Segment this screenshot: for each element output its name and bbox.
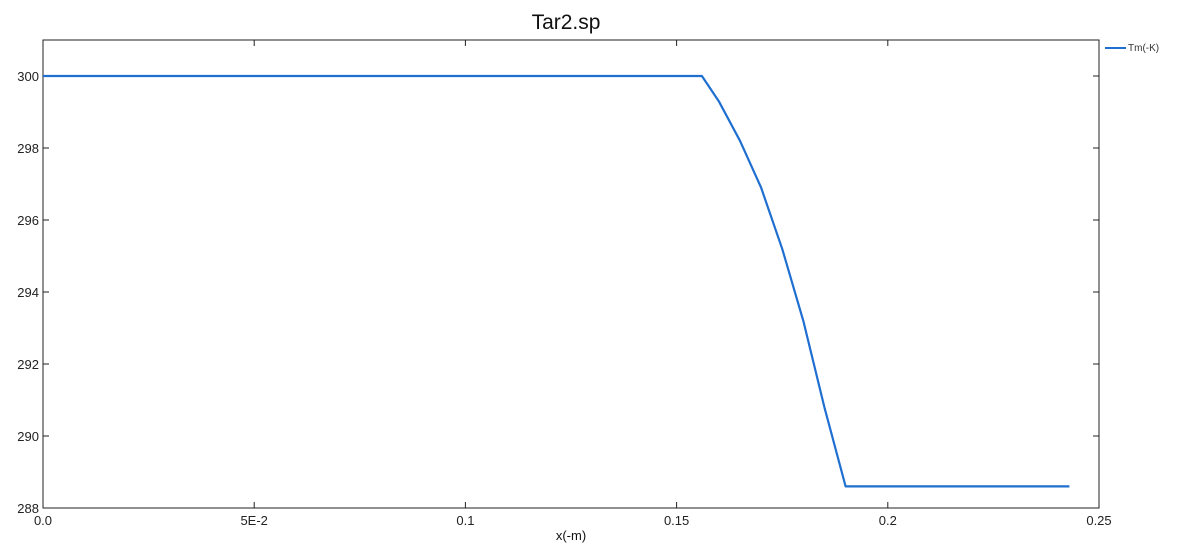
x-tick-label: 0.1 [456, 513, 474, 528]
x-tick-label: 0.15 [664, 513, 689, 528]
legend: Tm(-K) [1105, 43, 1159, 54]
plot-area [42, 39, 1100, 509]
y-axis: 288 290 292 294 296 298 300 [17, 69, 1099, 516]
x-axis-label: x(-m) [556, 528, 586, 543]
y-tick-label: 300 [17, 69, 39, 84]
x-tick-label: 0.25 [1086, 513, 1111, 528]
x-tick-label: 0.2 [879, 513, 897, 528]
y-tick-label: 298 [17, 141, 39, 156]
x-tick-label: 5E-2 [240, 513, 267, 528]
x-tick-label: 0.0 [34, 513, 52, 528]
y-tick-label: 292 [17, 357, 39, 372]
y-tick-label: 288 [17, 501, 39, 516]
series-line-tm [43, 74, 1070, 488]
y-tick-label: 294 [17, 285, 39, 300]
y-tick-label: 290 [17, 429, 39, 444]
series-layer [43, 74, 1070, 488]
x-axis: 0.0 5E-2 0.1 0.15 0.2 0.25 [34, 40, 1112, 528]
y-tick-label: 296 [17, 213, 39, 228]
chart-title: Tar2.sp [532, 11, 601, 34]
legend-label: Tm(-K) [1128, 43, 1159, 54]
